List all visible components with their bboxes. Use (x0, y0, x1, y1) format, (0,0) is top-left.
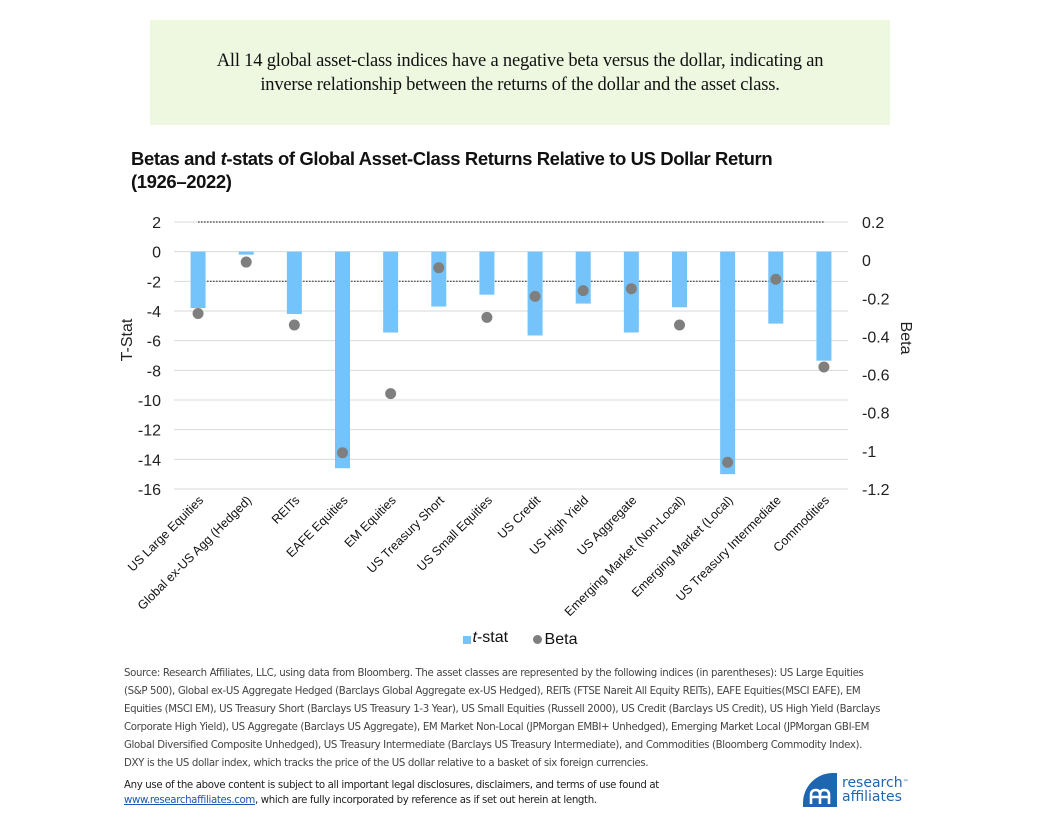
logo-wordmark: research™ affiliates (842, 776, 909, 804)
beta-point (337, 447, 348, 459)
source-note: Source: Research Affiliates, LLC, using … (124, 665, 924, 773)
chart-title-part-2: -stats of Global Asset-Class Returns Rel… (226, 148, 773, 169)
right-axis-title: Beta (897, 322, 914, 355)
left-tick-label: -2 (147, 274, 161, 291)
beta-point (240, 256, 252, 268)
right-tick-label: 0.2 (862, 215, 884, 232)
banner-text: All 14 global asset-class indices have a… (217, 49, 824, 97)
right-tick-label: -0.4 (862, 329, 890, 346)
left-tick-label: 2 (152, 215, 161, 232)
beta-point (385, 388, 397, 400)
beta-point (192, 308, 204, 320)
legal-disclaimer: Any use of the above content is subject … (124, 778, 804, 808)
source-line: (S&P 500), Global ex-US Aggregate Hedged… (124, 686, 861, 697)
tstat-bar (479, 251, 495, 295)
beta-dots (192, 256, 830, 468)
disclaimer-line-2: www.researchaffiliates.com, which are fu… (124, 793, 804, 808)
left-axis-ticks: 2 0 -2 -4 -6 -8 -10 -12 -14 -16 (138, 215, 161, 499)
beta-point (722, 456, 734, 468)
beta-point (529, 290, 541, 302)
chart-title-years: (1926–2022) (131, 171, 232, 192)
right-tick-label: -0.6 (862, 368, 890, 385)
chart-title-part-1: Betas and (131, 148, 221, 169)
legend-circle-icon (532, 635, 542, 644)
logo-trademark: ™ (902, 779, 909, 786)
beta-point (674, 319, 685, 331)
tstat-bar (238, 251, 254, 255)
left-tick-label: -14 (138, 452, 161, 469)
research-affiliates-logo: research™ affiliates (803, 773, 909, 807)
right-axis-ticks: 0.2 0 -0.2 -0.4 -0.6 -0.8 -1 -1.2 (862, 215, 890, 499)
right-tick-label: -0.2 (862, 291, 890, 308)
tstat-bar (383, 251, 399, 333)
banner-line-2: inverse relationship between the returns… (260, 74, 780, 95)
legend-square-icon (462, 636, 471, 644)
logo-glyph-icon (809, 788, 831, 804)
disclaimer-line-1: Any use of the above content is subject … (124, 780, 659, 791)
reference-lines (198, 221, 824, 283)
gridlines (174, 221, 848, 490)
left-tick-label: -10 (138, 393, 161, 410)
chart-title: Betas and t-stats of Global Asset-Class … (131, 147, 851, 193)
right-tick-label: -0.8 (862, 406, 890, 423)
left-tick-label: -4 (147, 304, 161, 321)
tstat-bar (720, 251, 736, 475)
beta-point (433, 262, 445, 274)
source-line: Corporate High Yield), US Aggregate (Bar… (124, 722, 870, 733)
legend-beta-label: Beta (544, 630, 578, 648)
beta-point (770, 273, 782, 285)
tstat-bar (672, 251, 687, 308)
beta-point (818, 361, 830, 373)
tstat-bar (816, 251, 832, 361)
right-tick-label: 0 (862, 253, 871, 270)
chart-title-italic: t (220, 148, 227, 169)
category-label: REITs (269, 493, 302, 526)
legend-item-beta: Beta (532, 630, 578, 649)
legend-item-tstat: t -stat (462, 629, 509, 647)
right-tick-label: -1 (862, 444, 876, 461)
left-tick-label: -6 (147, 334, 161, 351)
tstat-bar (286, 251, 302, 314)
banner-line-1: All 14 global asset-class indices have a… (216, 50, 824, 71)
source-line: Equities (MSCI EM), US Treasury Short (B… (124, 704, 881, 715)
legend-tstat-label: -stat (476, 629, 509, 646)
logo-mark-icon (803, 773, 837, 807)
beta-tstat-chart: 2 0 -2 -4 -6 -8 -10 -12 -14 -16 0.2 0 -0.2 -0.4 -0.6 -… (119, 215, 914, 619)
website-link[interactable]: www.researchaffiliates.com (124, 795, 255, 806)
left-axis-title: T-Stat (119, 318, 136, 361)
source-line: Source: Research Affiliates, LLC, using … (124, 668, 864, 679)
beta-point (625, 283, 637, 295)
key-takeaway-banner: All 14 global asset-class indices have a… (150, 20, 890, 125)
tstat-bar (768, 251, 784, 324)
category-label: US Credit (495, 493, 544, 542)
left-tick-label: -8 (147, 363, 161, 380)
tstat-bar (431, 251, 447, 307)
chart-legend: t -stat Beta (0, 629, 1040, 649)
tstat-bar (335, 251, 350, 469)
disclaimer-line-2-rest: , which are fully incorporated by refere… (255, 795, 597, 806)
left-tick-label: -16 (138, 482, 161, 499)
left-tick-label: -12 (138, 423, 161, 440)
beta-point (577, 285, 589, 297)
right-tick-label: -1.2 (862, 482, 890, 499)
logo-word-affiliates: affiliates (842, 789, 902, 805)
logo-word-research: research (842, 775, 903, 791)
tstat-bar (190, 251, 206, 309)
legend-tstat-italic: t (472, 629, 477, 646)
source-line: DXY is the US dollar index, which tracks… (124, 758, 649, 769)
beta-point (481, 311, 493, 323)
beta-point (288, 319, 300, 331)
source-line: Global Diversified Composite Unhedged), … (124, 740, 863, 751)
tstat-bars (190, 251, 832, 475)
left-tick-label: 0 (152, 245, 161, 262)
